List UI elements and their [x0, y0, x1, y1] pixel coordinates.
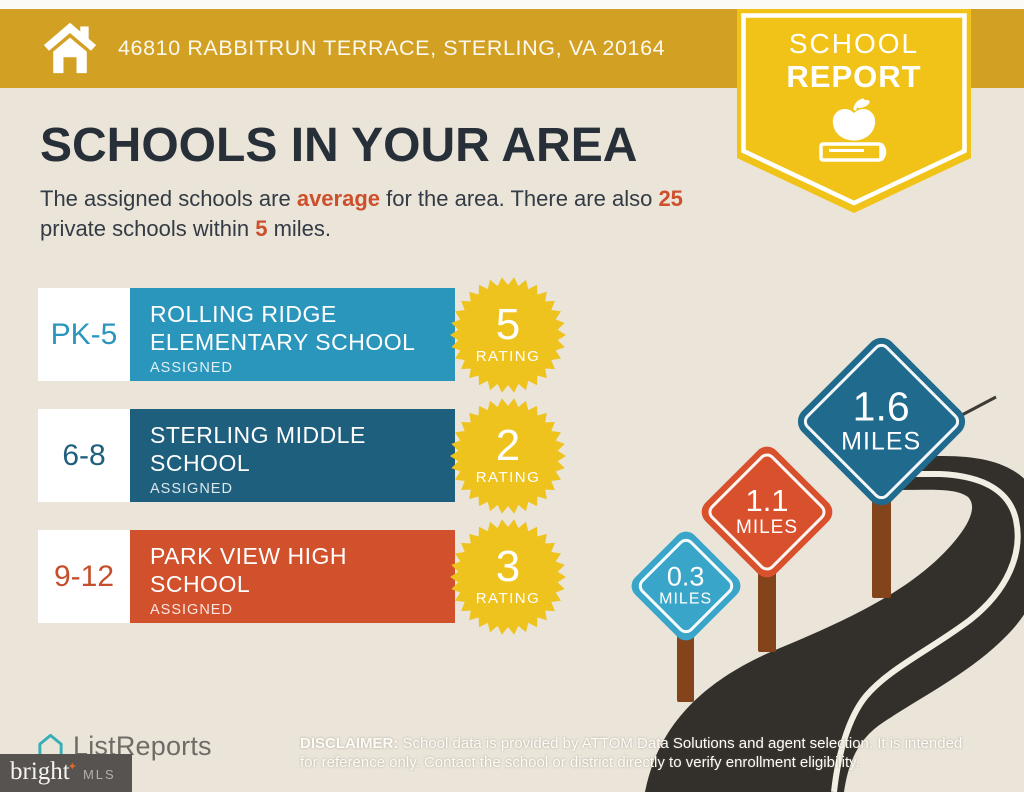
rating-value: 5	[495, 299, 521, 349]
school-bar: STERLING MIDDLE SCHOOL ASSIGNED	[130, 409, 455, 502]
sign-distance: 0.3	[667, 561, 705, 592]
ribbon-line-report: REPORT	[786, 59, 922, 94]
grade-range: 9-12	[38, 530, 130, 623]
distance-sign-1-6-miles: 1.6 MILES	[791, 331, 972, 512]
grade-range: 6-8	[38, 409, 130, 502]
rating-value: 2	[495, 420, 521, 470]
apple-on-book-icon	[819, 98, 887, 162]
school-name-line2: SCHOOL	[150, 571, 251, 597]
school-name-line1: ROLLING RIDGE	[150, 301, 337, 327]
rating-label: RATING	[475, 468, 541, 486]
intro-highlight-radius: 5	[255, 216, 268, 241]
disclaimer-text: DISCLAIMER: School data is provided by A…	[300, 734, 1000, 772]
distance-sign-0-3-miles: 0.3 MILES	[626, 526, 746, 646]
sign-distance: 1.1	[745, 483, 789, 518]
school-name-line1: STERLING MIDDLE	[150, 422, 366, 448]
property-address: 46810 RABBITRUN TERRACE, STERLING, VA 20…	[118, 36, 666, 60]
rating-badge: 5 RATING	[449, 276, 567, 394]
disclaimer-line2: for reference only. Contact the school o…	[300, 754, 860, 771]
bright-mls-logo: bright ✦ MLS	[0, 754, 132, 792]
school-bar: PARK VIEW HIGH SCHOOL ASSIGNED	[130, 530, 455, 623]
page-title: SCHOOLS IN YOUR AREA	[40, 119, 638, 172]
rating-label: RATING	[475, 347, 541, 365]
rating-value: 3	[495, 541, 521, 591]
intro-highlight-count: 25	[658, 186, 683, 211]
top-white-strip	[0, 0, 1024, 9]
intro-text: for the area. There are also	[380, 186, 659, 211]
school-row-middle: 6-8 STERLING MIDDLE SCHOOL ASSIGNED 2 RA…	[38, 398, 578, 514]
disclaimer-label: DISCLAIMER:	[300, 735, 399, 752]
intro-highlight-average: average	[296, 186, 381, 211]
school-status: ASSIGNED	[150, 602, 233, 618]
bright-wordmark: bright	[10, 758, 70, 785]
sign-unit: MILES	[735, 517, 799, 538]
school-row-elementary: PK-5 ROLLING RIDGE ELEMENTARY SCHOOL ASS…	[38, 277, 578, 393]
intro-text: miles.	[267, 216, 332, 241]
sign-post	[872, 495, 891, 598]
grade-range: PK-5	[38, 288, 130, 381]
school-bar: ROLLING RIDGE ELEMENTARY SCHOOL ASSIGNED	[130, 288, 455, 381]
home-icon	[43, 22, 97, 74]
school-status: ASSIGNED	[150, 360, 233, 376]
disclaimer-line1: School data is provided by ATTOM Data So…	[398, 735, 963, 752]
sign-post	[758, 568, 776, 652]
rating-label: RATING	[475, 589, 541, 607]
school-name-line2: SCHOOL	[150, 450, 251, 476]
mls-label: MLS	[82, 767, 116, 782]
school-name-line1: PARK VIEW HIGH	[150, 543, 347, 569]
school-status: ASSIGNED	[150, 481, 233, 497]
intro-text: private schools within	[40, 216, 256, 241]
ribbon-line-school: SCHOOL	[788, 28, 920, 59]
sign-distance: 1.6	[853, 384, 910, 430]
rating-badge: 3 RATING	[449, 518, 567, 636]
school-name-line2: ELEMENTARY SCHOOL	[150, 329, 416, 355]
starburst-icon	[450, 519, 566, 635]
starburst-icon	[450, 277, 566, 393]
firefly-icon: ✦	[67, 761, 77, 773]
sign-unit: MILES	[659, 590, 713, 608]
starburst-icon	[450, 398, 566, 514]
intro-text: The assigned schools are	[40, 186, 297, 211]
sign-unit: MILES	[841, 428, 922, 456]
intro-paragraph: The assigned schools are average for the…	[40, 184, 740, 244]
rating-badge: 2 RATING	[449, 397, 567, 515]
sign-post	[677, 630, 694, 702]
school-row-high: 9-12 PARK VIEW HIGH SCHOOL ASSIGNED 3 RA…	[38, 519, 578, 635]
